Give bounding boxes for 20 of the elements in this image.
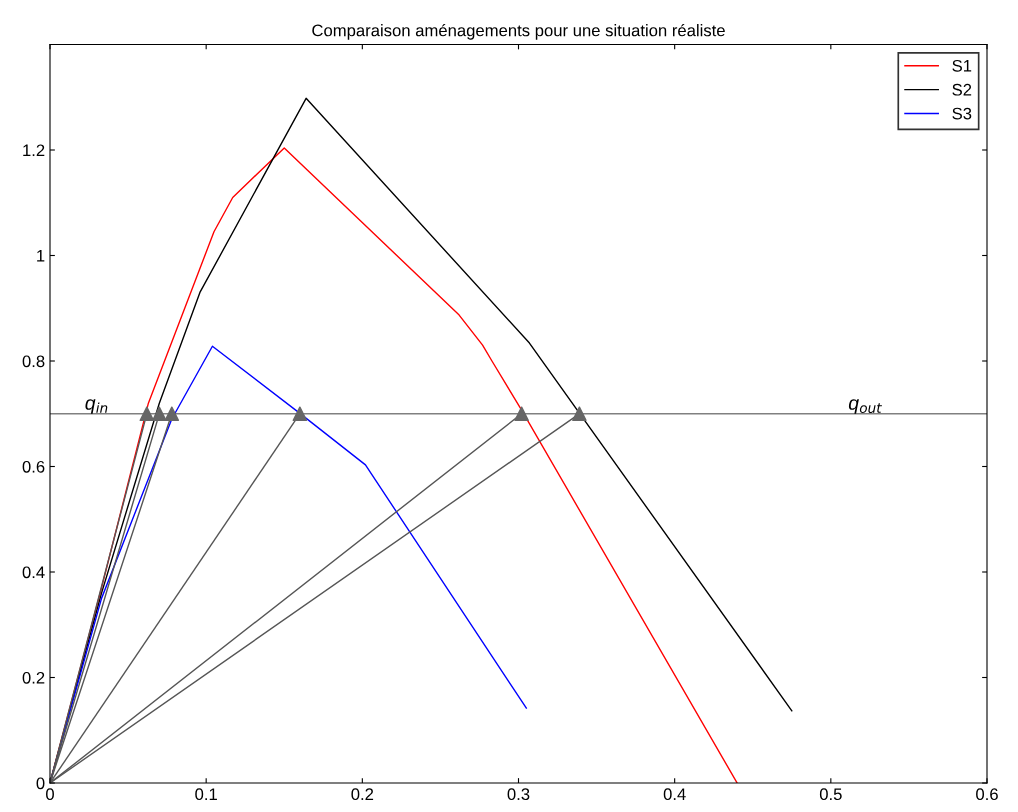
x-tick-label: 0 — [46, 788, 54, 801]
chart-title: Comparaison aménagements pour une situation réaliste — [312, 23, 725, 40]
x-tick-label: 0.4 — [663, 788, 686, 801]
y-tick-label: 0 — [36, 777, 45, 790]
x-tick-label: 0.6 — [976, 788, 998, 801]
y-tick-label: 0.2 — [22, 671, 45, 684]
x-tick-label: 0.2 — [351, 788, 374, 801]
y-tick-label: 0.8 — [22, 355, 45, 368]
legend-label: S2 — [952, 83, 972, 96]
x-tick-label: 0.3 — [507, 788, 530, 801]
annotation: q$_{in}$ — [85, 399, 108, 414]
x-tick-label: 0.1 — [195, 788, 217, 801]
legend-label: S3 — [952, 107, 972, 120]
y-tick-label: 0.4 — [22, 566, 45, 579]
x-tick-label: 0.5 — [819, 788, 842, 801]
y-tick-label: 1.2 — [23, 144, 45, 157]
legend-label: S1 — [952, 59, 972, 72]
annotation: q$_{out}$ — [848, 399, 882, 414]
y-tick-label: 1 — [37, 250, 45, 262]
y-tick-label: 0.6 — [22, 460, 45, 473]
